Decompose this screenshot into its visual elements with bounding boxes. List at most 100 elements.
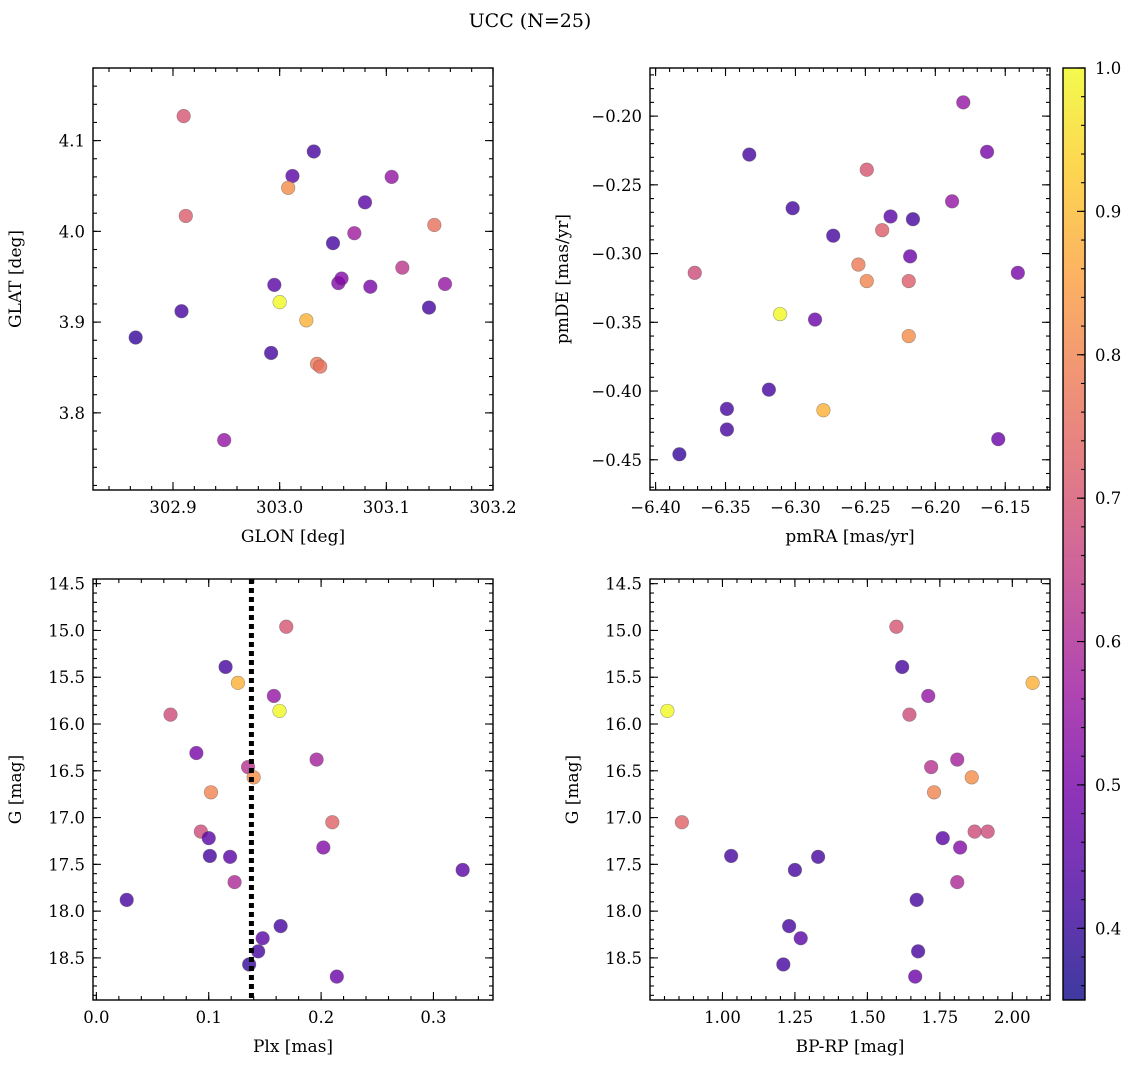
data-point <box>421 300 437 315</box>
data-point <box>895 659 910 675</box>
panel-2: −6.40 −6.35 −6.30 −6.25 −6.20 −6.15 −0.45 −0.40… <box>553 67 1051 547</box>
panel-3: 0.0 0.1 0.2 0.3 14.5 15.0 15.5 16.0 16.5 17.0 17.5… <box>6 575 494 1057</box>
data-point <box>272 295 287 310</box>
x-tick-label: 303.1 <box>363 498 410 517</box>
data-point <box>329 969 344 984</box>
y-tick-label: 14.5 <box>605 575 642 594</box>
data-point <box>901 328 916 344</box>
data-point <box>909 892 924 907</box>
scatter-points <box>672 95 1025 462</box>
data-point <box>911 944 926 959</box>
data-point <box>807 312 823 327</box>
data-point <box>980 824 995 839</box>
panel-4: 1.00 1.25 1.50 1.75 2.00 14.5 15.0 15.5 16.0 16.5… <box>563 575 1051 1057</box>
data-point <box>672 447 687 462</box>
data-point <box>437 276 453 292</box>
colorbar-tick-label: 0.9 <box>1095 202 1121 221</box>
data-point <box>875 223 890 238</box>
x-axis-label: pmRA [mas/yr] <box>785 527 914 547</box>
scatter-points <box>660 619 1040 984</box>
data-point <box>859 162 874 177</box>
data-point <box>811 849 826 864</box>
y-tick-label: 16.5 <box>48 762 85 781</box>
data-point <box>299 313 314 328</box>
data-point <box>724 848 739 864</box>
data-point <box>334 271 349 286</box>
data-point <box>953 840 968 855</box>
colorbar-frame <box>1062 67 1086 1001</box>
data-point <box>903 249 918 264</box>
data-point <box>273 918 288 934</box>
x-axis-label: GLON [deg] <box>241 527 345 547</box>
y-tick-label: 18.5 <box>605 949 642 968</box>
data-point <box>902 707 917 722</box>
data-point <box>787 862 803 878</box>
data-point <box>427 217 442 233</box>
scatter-points <box>119 619 470 984</box>
data-point <box>924 759 939 775</box>
y-tick-label: 16.5 <box>605 762 642 781</box>
data-point <box>761 382 776 397</box>
data-point <box>201 831 216 846</box>
colorbar-tick-label: 0.8 <box>1095 346 1121 365</box>
y-tick-label: 3.8 <box>59 404 85 423</box>
data-point <box>227 875 242 890</box>
data-point <box>309 752 324 767</box>
data-point <box>926 785 942 800</box>
plot-frame <box>649 578 1051 1001</box>
y-tick-label: 16.0 <box>605 715 642 734</box>
data-point <box>272 703 287 719</box>
data-point <box>313 359 328 374</box>
data-point <box>950 875 965 890</box>
x-tick-label: 1.00 <box>704 1008 741 1027</box>
x-tick-label: 1.75 <box>921 1008 958 1027</box>
y-tick-label: 4.0 <box>59 222 85 241</box>
y-tick-label: 15.5 <box>48 668 85 687</box>
data-point <box>793 931 808 946</box>
data-point <box>119 892 134 907</box>
data-point <box>772 306 788 322</box>
data-point <box>674 815 689 830</box>
x-tick-label: −6.20 <box>910 498 961 517</box>
panels: 302.9 303.0 303.1 303.2 3.8 3.9 4.0 4.1 GLON [de… <box>6 67 1051 1057</box>
data-point <box>901 273 916 289</box>
scatter-points <box>128 108 453 448</box>
y-axis-label: G [mag] <box>6 755 26 824</box>
y-tick-label: 17.0 <box>48 809 85 828</box>
data-point <box>176 108 191 124</box>
plot-frame <box>92 578 494 1001</box>
data-point <box>189 745 204 761</box>
data-point <box>178 208 193 224</box>
colorbar-tick-label: 1.0 <box>1095 59 1121 78</box>
colorbar-tick-label: 0.5 <box>1095 776 1121 795</box>
y-axis-label: GLAT [deg] <box>6 230 26 328</box>
y-tick-label: 18.5 <box>48 949 85 968</box>
minor-ticks <box>93 67 494 490</box>
x-tick-label: −6.15 <box>980 498 1031 517</box>
x-tick-label: 0.0 <box>83 1008 109 1027</box>
y-tick-label: 14.5 <box>48 575 85 594</box>
data-point <box>950 752 965 767</box>
colorbar-tick-label: 0.4 <box>1095 919 1121 938</box>
data-point <box>455 862 470 878</box>
y-tick-label: −0.20 <box>591 107 642 126</box>
data-point <box>1025 675 1040 690</box>
data-point <box>826 228 841 243</box>
x-tick-label: −6.30 <box>770 498 821 517</box>
data-point <box>128 330 143 345</box>
x-tick-label: −6.35 <box>700 498 751 517</box>
x-tick-label: 1.25 <box>777 1008 814 1027</box>
data-point <box>395 260 410 275</box>
x-axis-label: BP-RP [mag] <box>796 1037 905 1057</box>
y-tick-label: 17.5 <box>48 855 85 874</box>
data-point <box>357 195 373 210</box>
y-tick-label: 3.9 <box>59 313 85 332</box>
data-point <box>217 432 232 448</box>
x-tick-label: 0.1 <box>196 1008 222 1027</box>
x-tick-label: 2.00 <box>994 1008 1031 1027</box>
colorbar-tick-label: 0.7 <box>1095 489 1121 508</box>
data-point <box>719 401 735 416</box>
data-point <box>776 957 791 972</box>
data-point <box>956 95 971 110</box>
